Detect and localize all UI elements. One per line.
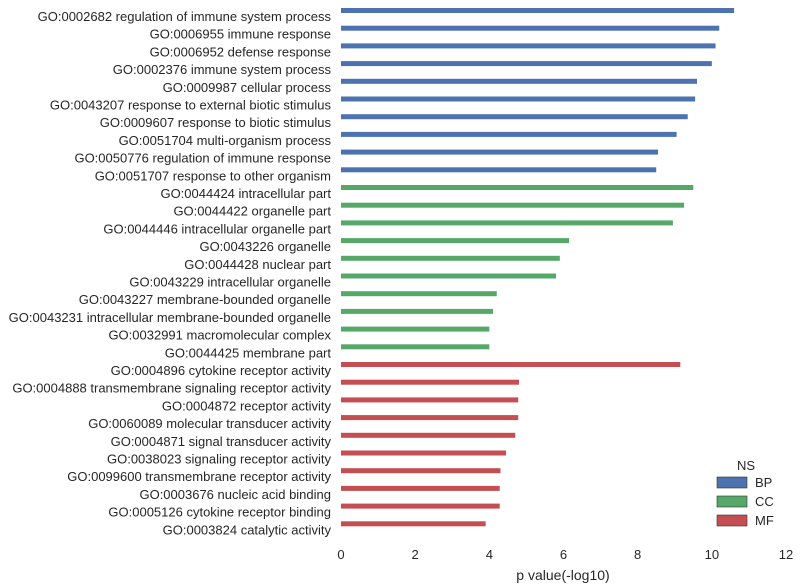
x-tick-label-0: 0 xyxy=(337,547,344,562)
category-label-17: GO:0043227 membrane-bounded organelle xyxy=(79,292,331,307)
category-label-28: GO:0003676 nucleic acid binding xyxy=(139,487,331,502)
category-label-23: GO:0004872 receptor activity xyxy=(162,398,332,413)
x-axis-label: p value(-log10) xyxy=(516,567,609,583)
bar-25 xyxy=(341,432,516,438)
category-label-29: GO:0005126 cytokine receptor binding xyxy=(108,505,331,520)
bar-6 xyxy=(341,96,696,102)
legend-title: NS xyxy=(737,458,755,473)
category-label-16: GO:0043229 intracellular organelle xyxy=(129,275,331,290)
legend-label-mf: MF xyxy=(755,513,774,528)
x-tick-label-10: 10 xyxy=(705,547,719,562)
bar-22 xyxy=(341,379,519,385)
legend-swatch-mf xyxy=(716,514,748,527)
bar-23 xyxy=(341,397,519,403)
x-axis: 0 2 4 6 8 10 12 xyxy=(337,547,793,562)
x-tick-label-12: 12 xyxy=(779,547,793,562)
bar-28 xyxy=(341,485,500,491)
category-label-26: GO:0038023 signaling receptor activity xyxy=(107,452,332,467)
legend-entries: BP CC MF xyxy=(716,475,774,528)
x-tick-label-8: 8 xyxy=(634,547,641,562)
bar-21 xyxy=(341,362,681,367)
x-tick-label-2: 2 xyxy=(412,547,419,562)
bar-4 xyxy=(341,61,712,67)
bar-5 xyxy=(341,78,697,84)
category-label-5: GO:0009987 cellular process xyxy=(163,80,332,95)
bar-20 xyxy=(341,344,490,350)
bar-7 xyxy=(341,114,688,120)
category-label-1: GO:0002682 regulation of immune system p… xyxy=(38,9,332,24)
bar-29 xyxy=(341,503,500,509)
category-label-10: GO:0051707 response to other organism xyxy=(95,168,331,183)
category-label-20: GO:0044425 membrane part xyxy=(165,345,332,360)
category-label-7: GO:0009607 response to biotic stimulus xyxy=(100,115,332,130)
category-label-19: GO:0032991 macromolecular complex xyxy=(108,328,331,343)
category-label-6: GO:0043207 response to external biotic s… xyxy=(50,98,332,113)
bar-10 xyxy=(341,167,657,173)
category-label-22: GO:0004888 transmembrane signaling recep… xyxy=(12,381,331,396)
category-label-11: GO:0044424 intracellular part xyxy=(160,186,331,201)
bar-11 xyxy=(341,185,694,190)
legend: NS BP CC MF xyxy=(716,458,774,528)
bar-15 xyxy=(341,255,560,261)
bar-24 xyxy=(341,415,519,421)
bar-30 xyxy=(341,521,486,527)
category-label-4: GO:0002376 immune system process xyxy=(113,62,332,77)
category-label-12: GO:0044422 organelle part xyxy=(173,204,331,219)
category-label-15: GO:0044428 nuclear part xyxy=(184,257,331,272)
category-label-2: GO:0006955 immune response xyxy=(150,27,331,42)
bar-8 xyxy=(341,131,677,137)
legend-swatch-bp xyxy=(716,476,748,489)
legend-label-bp: BP xyxy=(755,475,772,490)
bar-26 xyxy=(341,450,507,456)
bar-9 xyxy=(341,149,659,155)
legend-swatch-cc xyxy=(716,495,748,508)
category-labels: GO:0002682 regulation of immune system p… xyxy=(9,9,332,537)
category-label-9: GO:0050776 regulation of immune response xyxy=(74,151,331,166)
bar-17 xyxy=(341,291,497,297)
x-tick-label-6: 6 xyxy=(560,547,567,562)
category-label-13: GO:0044446 intracellular organelle part xyxy=(103,221,331,236)
category-label-24: GO:0060089 molecular transducer activity xyxy=(88,416,331,431)
bar-18 xyxy=(341,308,494,314)
category-label-14: GO:0043226 organelle xyxy=(199,239,331,254)
bar-13 xyxy=(341,220,673,226)
x-tick-label-4: 4 xyxy=(486,547,493,562)
bar-12 xyxy=(341,202,685,208)
bars-layer xyxy=(341,8,735,527)
category-label-27: GO:0099600 transmembrane receptor activi… xyxy=(67,469,331,484)
category-label-25: GO:0004871 signal transducer activity xyxy=(111,434,332,449)
bar-3 xyxy=(341,43,716,49)
bar-1 xyxy=(341,8,735,13)
category-label-21: GO:0004896 cytokine receptor activity xyxy=(111,363,332,378)
category-label-18: GO:0043231 intracellular membrane-bounde… xyxy=(9,310,331,325)
category-label-3: GO:0006952 defense response xyxy=(150,44,331,59)
category-label-30: GO:0003824 catalytic activity xyxy=(163,522,332,537)
bar-14 xyxy=(341,238,570,244)
bar-2 xyxy=(341,25,720,31)
legend-label-cc: CC xyxy=(755,494,774,509)
bar-27 xyxy=(341,468,501,474)
bar-16 xyxy=(341,273,557,279)
bar-19 xyxy=(341,326,490,332)
category-label-8: GO:0051704 multi-organism process xyxy=(119,133,332,148)
